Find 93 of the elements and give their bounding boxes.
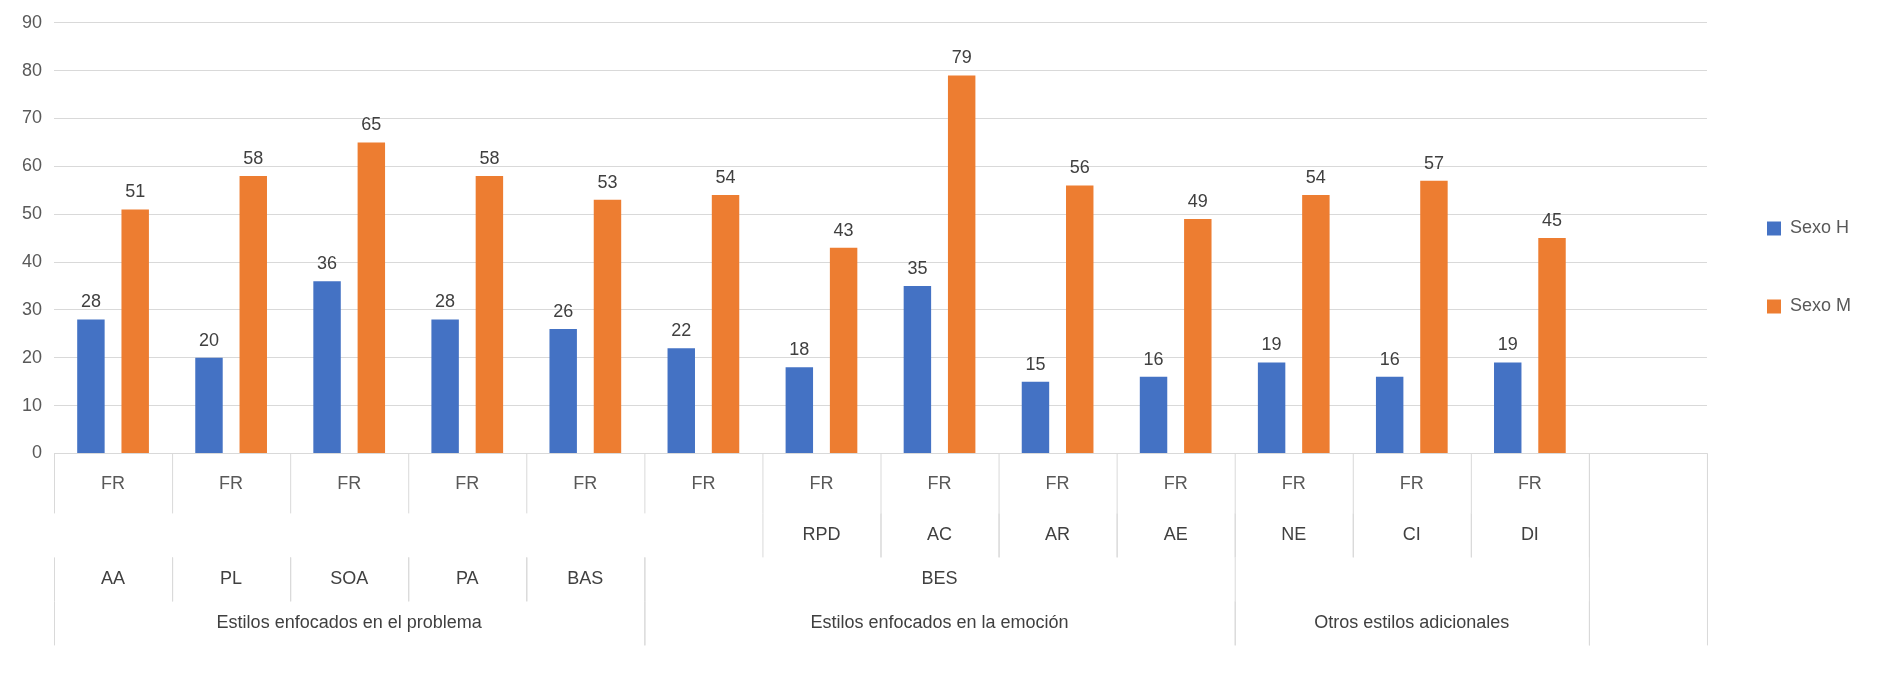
text: Estilos enfocados en el problema <box>216 612 483 633</box>
data-label: 54 <box>715 167 736 188</box>
data-label: 35 <box>907 257 928 278</box>
data-label: 58 <box>243 147 264 168</box>
x-tick-label: FR <box>573 473 598 494</box>
data-label: 20 <box>198 329 219 350</box>
text: PL <box>220 568 243 589</box>
y-tick-label: 90 <box>21 11 43 32</box>
text: DI <box>1520 524 1539 545</box>
x-tick-label: FR <box>219 473 244 494</box>
data-label: 54 <box>1305 167 1326 188</box>
y-tick-label: 20 <box>21 346 43 367</box>
bar <box>549 329 577 453</box>
data-label: 79 <box>951 47 972 68</box>
bar <box>1021 381 1050 453</box>
legend-label: Sexo M <box>1789 295 1852 316</box>
bar <box>1066 185 1094 453</box>
bar <box>357 142 386 453</box>
bar <box>431 319 459 453</box>
data-label: 15 <box>1025 353 1046 374</box>
text: CI <box>1402 524 1421 545</box>
bar <box>829 247 858 453</box>
bar <box>1494 362 1522 453</box>
data-label: 28 <box>80 291 101 312</box>
bar <box>1420 180 1448 453</box>
bar <box>711 195 740 453</box>
text: PA <box>455 568 479 589</box>
data-label: 56 <box>1069 157 1090 178</box>
text: AA <box>101 568 126 589</box>
x-tick-label: FR <box>337 473 362 494</box>
x-tick-label: FR <box>927 473 952 494</box>
bar <box>313 281 341 453</box>
bar <box>77 319 105 453</box>
bar <box>1257 362 1286 453</box>
bar <box>903 285 932 453</box>
data-label: 65 <box>361 114 382 135</box>
bar <box>1139 376 1168 453</box>
bar <box>475 175 504 453</box>
y-tick-label: 50 <box>21 203 43 224</box>
text: BES <box>921 568 958 589</box>
data-label: 57 <box>1423 152 1444 173</box>
data-label: 36 <box>317 253 338 274</box>
data-label: 49 <box>1187 190 1208 211</box>
bar <box>1538 238 1566 453</box>
text: BAS <box>567 568 604 589</box>
x-tick-label: FR <box>1045 473 1070 494</box>
bar <box>785 367 814 453</box>
y-tick-label: 10 <box>21 394 43 415</box>
bar <box>593 199 622 453</box>
text: AE <box>1163 524 1188 545</box>
data-label: 22 <box>671 320 692 341</box>
data-label: 28 <box>435 291 456 312</box>
x-tick-label: FR <box>809 473 834 494</box>
bar <box>1184 218 1212 453</box>
data-label: 26 <box>553 300 574 321</box>
bar <box>1302 195 1330 453</box>
text: Otros estilos adicionales <box>1314 612 1510 633</box>
x-tick-label: FR <box>691 473 716 494</box>
bar <box>667 348 695 453</box>
x-tick-label: FR <box>1281 473 1306 494</box>
bar <box>1375 376 1404 453</box>
y-tick-label: 0 <box>32 442 43 463</box>
data-label: 18 <box>789 339 810 360</box>
bar <box>121 209 149 453</box>
y-tick-label: 80 <box>21 59 43 80</box>
data-label: 51 <box>125 181 146 202</box>
data-label: 19 <box>1261 334 1282 355</box>
data-label: 43 <box>833 219 854 240</box>
data-label: 16 <box>1379 348 1400 369</box>
text: Estilos enfocados en la emoción <box>810 612 1069 633</box>
x-tick-label: FR <box>455 473 480 494</box>
x-tick-label: FR <box>1163 473 1188 494</box>
y-tick-label: 30 <box>21 298 43 319</box>
text: NE <box>1281 524 1307 545</box>
y-tick-label: 60 <box>21 155 43 176</box>
y-tick-label: 70 <box>21 107 43 128</box>
text: RPD <box>802 524 841 545</box>
data-label: 16 <box>1143 348 1164 369</box>
data-label: 45 <box>1542 210 1563 231</box>
x-tick-label: FR <box>101 473 126 494</box>
y-tick-label: 40 <box>21 250 43 271</box>
text: AR <box>1045 524 1071 545</box>
x-tick-label: FR <box>1399 473 1424 494</box>
text: AC <box>927 524 953 545</box>
bar <box>239 175 267 453</box>
bar <box>195 357 223 453</box>
data-label: 58 <box>479 147 500 168</box>
data-label: 19 <box>1497 334 1518 355</box>
data-label: 53 <box>597 171 618 192</box>
bar <box>947 75 976 453</box>
legend-label: Sexo H <box>1789 217 1850 238</box>
text: SOA <box>330 568 369 589</box>
x-tick-label: FR <box>1517 473 1542 494</box>
